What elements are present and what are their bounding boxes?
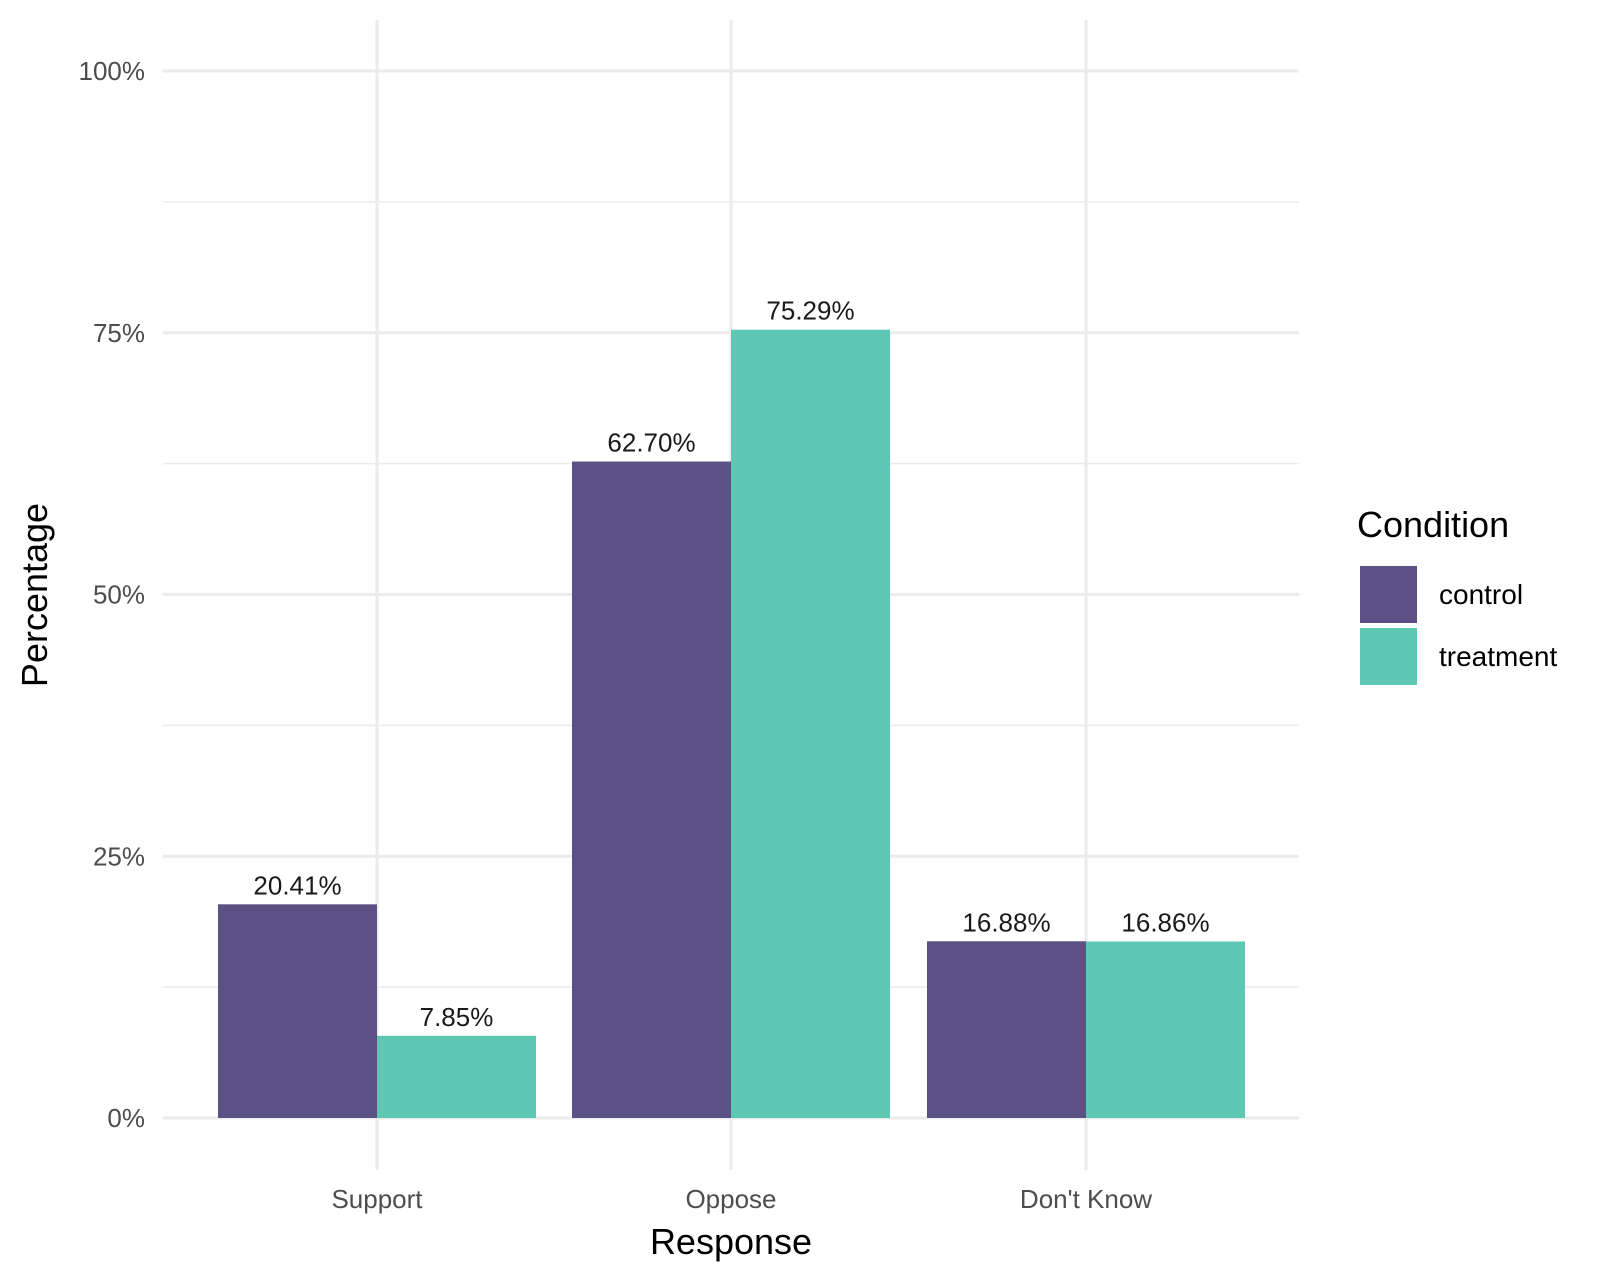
bar-treatment-0: [377, 1035, 536, 1118]
legend-label: control: [1439, 579, 1523, 610]
x-tick-label: Support: [331, 1184, 423, 1214]
x-tick-label: Oppose: [685, 1184, 776, 1214]
legend: Condition control treatment: [1357, 504, 1557, 685]
y-axis-title: Percentage: [14, 503, 55, 687]
legend-label: treatment: [1439, 641, 1557, 672]
bar-treatment-1: [731, 329, 890, 1118]
legend-title: Condition: [1357, 504, 1509, 545]
bar-control-2: [927, 941, 1086, 1118]
bar-value-label: 16.88%: [962, 907, 1050, 937]
y-tick-label: 50%: [93, 580, 145, 610]
bar-value-label: 20.41%: [253, 870, 341, 900]
x-axis-ticks: Support Oppose Don't Know: [331, 1184, 1152, 1214]
legend-key-control: [1360, 566, 1417, 623]
bar-value-label: 75.29%: [766, 296, 854, 326]
bar-value-label: 62.70%: [607, 428, 695, 458]
y-axis-ticks: 0% 25% 50% 75% 100%: [79, 56, 146, 1133]
y-tick-label: 0%: [107, 1103, 145, 1133]
legend-key-treatment: [1360, 628, 1417, 685]
x-tick-label: Don't Know: [1020, 1184, 1152, 1214]
bar-control-0: [218, 904, 377, 1118]
bar-value-label: 16.86%: [1121, 907, 1209, 937]
bar-value-labels: 20.41% 7.85% 62.70% 75.29% 16.88% 16.86%: [253, 296, 1209, 1032]
y-tick-label: 100%: [79, 56, 146, 86]
bar-treatment-2: [1086, 941, 1245, 1118]
bar-control-1: [572, 461, 731, 1118]
y-tick-label: 75%: [93, 318, 145, 348]
bar-value-label: 7.85%: [420, 1002, 494, 1032]
y-tick-label: 25%: [93, 841, 145, 871]
bars: [218, 329, 1245, 1118]
x-axis-title: Response: [650, 1221, 812, 1262]
